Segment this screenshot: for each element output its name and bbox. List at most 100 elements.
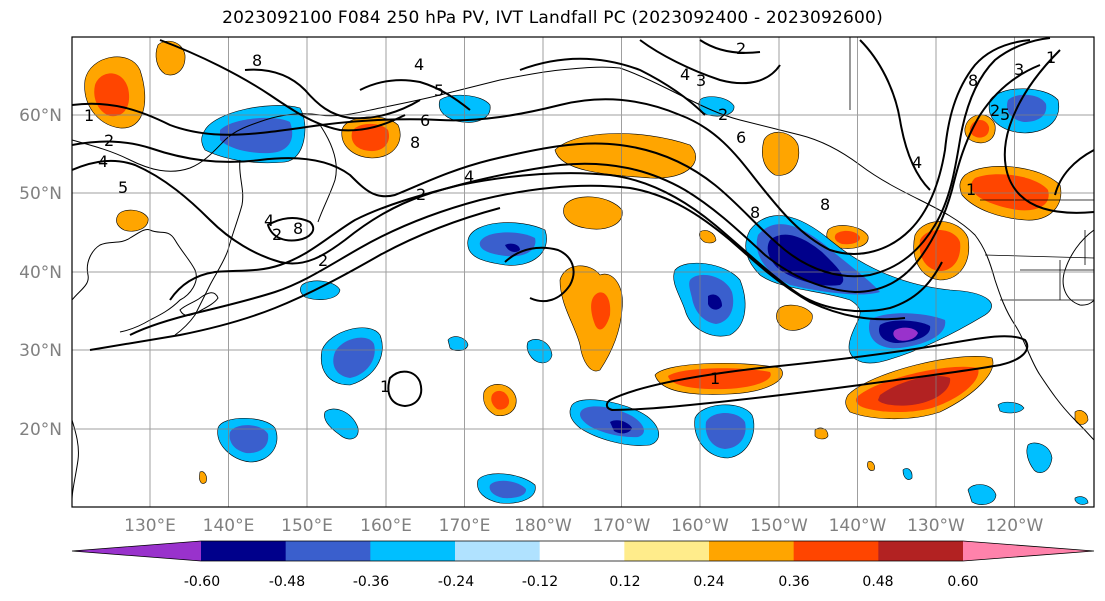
anomaly-negative-central-north (467, 222, 547, 266)
contour-label: 4 (98, 152, 108, 171)
contour-label: 2 (736, 39, 746, 58)
contour-label: 4 (912, 153, 922, 172)
colorbar-segment (793, 541, 879, 561)
colorbar-tick-label: -0.12 (522, 574, 558, 590)
pv-contour-2 (72, 37, 1051, 278)
anomaly-positive-subtropical-band (654, 362, 783, 395)
lon-label-150e: 150°E (281, 516, 333, 536)
anomaly-negative-west-central (320, 327, 383, 386)
pv-contour-16 (504, 246, 575, 303)
anomaly-positive-nw-corner (84, 56, 146, 129)
contour-label: 5 (1000, 105, 1010, 124)
anomaly-positive-dot-c (867, 461, 875, 471)
contour-label: 2 (104, 131, 114, 150)
colorbar-tick-label: -0.60 (184, 574, 220, 590)
contour-label: 6 (736, 128, 746, 147)
pv-contour-3 (72, 64, 1041, 294)
anomaly-positive-central (563, 196, 623, 230)
anomaly-positive-small-north (155, 40, 186, 76)
colorbar-tick-label: -0.36 (353, 574, 389, 590)
colorbar-segment (624, 541, 710, 561)
contour-label: 1 (380, 377, 390, 396)
lon-label-130w: 130°W (907, 516, 965, 536)
contour-label: 2 (718, 105, 728, 124)
contour-label: 4 (264, 211, 274, 230)
contour-label: 8 (750, 203, 760, 222)
contour-label: 1 (84, 106, 94, 125)
chart-title: 2023092100 F084 250 hPa PV, IVT Landfall… (222, 8, 883, 28)
latitude-labels: 60°N 50°N 40°N 30°N 20°N (19, 106, 62, 440)
colorbar-tick-label: 0.36 (778, 574, 809, 590)
lon-label-150w: 150°W (750, 516, 808, 536)
pv-contour-11 (639, 39, 781, 85)
contour-label: 1 (710, 369, 720, 388)
contour-label: 1 (1046, 48, 1056, 67)
lat-label-60n: 60°N (19, 106, 62, 126)
lon-label-170w: 170°W (593, 516, 651, 536)
contour-label: 8 (252, 51, 262, 70)
boundary-us-states-a (984, 254, 1094, 259)
anomaly-positive-ne-pacific-core (834, 230, 861, 245)
anomaly-positive-dot-e (199, 471, 207, 484)
lat-label-50n: 50°N (19, 184, 62, 204)
pv-contour-15 (1054, 149, 1094, 196)
contour-label: 5 (434, 81, 444, 100)
anomaly-negative-mexico-coast (1026, 442, 1053, 473)
contour-label-layer: 1 2 4 5 8 2 4 8 2 4 6 8 2 4 5 2 4 1 1 8 … (84, 39, 1056, 396)
contour-label: 3 (696, 71, 706, 90)
longitude-labels: 130°E 140°E 150°E 160°E 170°E 180°W 170°… (124, 516, 1043, 536)
anomaly-positive-dot-b (814, 427, 829, 440)
lon-label-160w: 160°W (671, 516, 729, 536)
pv-contours (72, 37, 1094, 412)
colorbar-tick-label: 0.24 (693, 574, 724, 590)
lon-label-130e: 130°E (124, 516, 176, 536)
contour-label: 4 (680, 65, 690, 84)
lon-label-120w: 120°W (986, 516, 1044, 536)
anomaly-positive-west (116, 209, 149, 232)
lat-label-30n: 30°N (19, 341, 62, 361)
pv-contour-18 (605, 335, 1029, 412)
contour-label: 2 (318, 251, 328, 270)
pv-contour-7 (244, 68, 421, 120)
colorbar-tick-label: 0.60 (947, 574, 978, 590)
contour-label: 2 (272, 225, 282, 244)
anomaly-negative-dot-e (1074, 496, 1089, 505)
contour-label: 8 (968, 71, 978, 90)
pv-contour-17 (387, 370, 423, 408)
contour-label: 4 (464, 167, 474, 186)
lon-label-160e: 160°E (360, 516, 412, 536)
pv-contour-4 (169, 172, 943, 313)
lon-label-140e: 140°E (203, 516, 255, 536)
contour-label: 4 (414, 55, 424, 74)
colorbar-segment (709, 541, 795, 561)
boundaries (849, 37, 1094, 301)
colorbar-tick-labels: -0.60 -0.48 -0.36 -0.24 -0.12 0.12 0.24 … (184, 574, 979, 590)
contour-label: 8 (293, 219, 303, 238)
anomaly-positive-small-south (483, 384, 517, 417)
colorbar-segment (455, 541, 541, 561)
colorbar-extend-low (72, 541, 201, 561)
colorbar-segment (201, 541, 287, 561)
coastline-mexico-gulf (1062, 229, 1094, 306)
pv-contour-12 (699, 39, 761, 54)
coastline-asia (72, 229, 197, 333)
contour-label: 6 (420, 111, 430, 130)
pv-contour-19 (266, 217, 315, 242)
anomaly-positive-aleutian (554, 133, 696, 179)
map-gridlines (72, 37, 1094, 507)
anomaly-positive-california (913, 221, 970, 281)
coastlines (72, 66, 1094, 501)
colorbar-extend-high (963, 541, 1094, 561)
anomaly-negative-south-mid (324, 399, 659, 446)
pv-contour-5 (129, 184, 906, 336)
contour-label: 3 (1014, 60, 1024, 79)
lon-label-170e: 170°E (439, 516, 491, 536)
anomaly-negative-south-center-core (489, 480, 527, 499)
pv-contour-13 (859, 39, 931, 191)
anomaly-negative-west-small (300, 280, 341, 300)
coastline-china-south (72, 419, 79, 501)
contour-label: 5 (118, 178, 128, 197)
coastline-kamchatka (317, 124, 337, 223)
pv-contour-10 (519, 57, 706, 116)
